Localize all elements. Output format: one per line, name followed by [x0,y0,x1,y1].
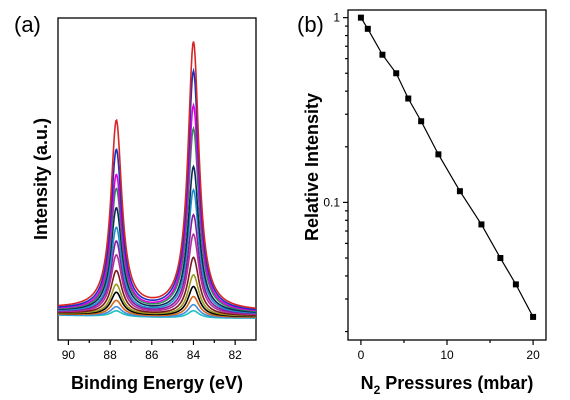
panel-a-spectrum-line [57,295,256,318]
panel-b-x-axis-title-main: N [361,373,374,393]
panel-b-data-point [497,255,504,262]
panel-b-data-point [418,118,425,125]
panel-b-data-point [393,70,400,77]
panel-a-spectrum-line [58,273,257,317]
panel-b: (b) 0 10 20 1 0.1 N2 Pressures (mbar) Relati… [297,9,547,397]
panel-b-data-point [530,313,537,320]
panel-b-data-point [357,14,364,21]
panel-b-x-axis-title-rest: Pressures (mbar) [380,373,533,393]
panel-a-label: (a) [14,12,41,37]
panel-b-data-point [435,151,442,158]
panel-a-x-tick-label: 90 [62,348,76,362]
panel-b-data-point [379,51,386,58]
panel-b-frame [347,9,547,341]
panel-a-frame [57,17,257,341]
panel-a-x-axis-title: Binding Energy (eV) [71,373,243,393]
panel-a-spectrum-line [57,125,257,312]
panel-a-spectrum-line [57,285,257,318]
panel-a-spectrum-line [57,232,257,316]
panel-b-x-axis-title-sub: 2 [374,383,381,397]
panel-a-spectrum-line [58,256,257,317]
panel-a-x-tick-label: 88 [103,348,117,362]
panel-b-x-tick-label: 0 [358,348,365,362]
panel-b-y-tick-label: 0.1 [323,195,340,209]
panel-a-spectrum-line [57,41,257,310]
panel-b-y-axis-title: Relative Intensity [302,93,322,241]
panel-a-x-tick-label: 84 [187,348,201,362]
panel-a-spectrum-line [57,303,256,319]
panel-b-label: (b) [297,12,324,37]
panel-a-x-ticks: 90 88 86 84 82 [62,340,242,362]
panel-a-spectrum-line [57,164,257,313]
panel-b-x-tick-label: 20 [526,348,540,362]
panel-b-series-line [360,17,534,318]
panel-b-ticks: 0 10 20 1 0.1 [323,11,540,362]
panel-b-y-tick-label: 1 [333,11,340,25]
panel-b-data-point [364,25,371,32]
panel-a-spectrum-line [57,67,257,311]
panel-a: (a) 90 88 86 84 82 Binding Energy (eV) Inten… [14,12,257,393]
panel-b-x-tick-label: 10 [440,348,454,362]
panel-a-spectrum-line [57,102,257,312]
panel-a-curves [57,41,257,319]
panel-a-spectrum-line [57,213,257,315]
panel-b-data-point [405,95,412,102]
panel-a-x-tick-label: 82 [228,348,242,362]
panel-a-spectrum-line [57,188,257,314]
panel-b-data-point [512,281,519,288]
panel-b-data-point [478,221,485,228]
panel-b-data-point [456,188,463,195]
panel-b-series [357,14,537,320]
panel-b-x-axis-title: N2 Pressures (mbar) [361,373,534,397]
panel-a-y-axis-title: Intensity (a.u.) [31,118,51,240]
panel-a-x-tick-label: 86 [145,348,159,362]
